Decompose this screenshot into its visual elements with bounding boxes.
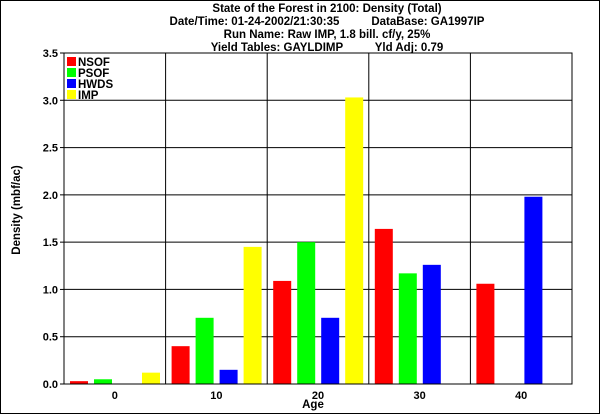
bar-psof-20 (297, 242, 316, 384)
legend-swatch-imp (67, 90, 76, 99)
plot-area (63, 52, 573, 385)
chart-subtitle-datetime: Date/Time: 01-24-2002/21:30:35 DataBase:… (170, 16, 485, 28)
legend-swatch-psof (67, 68, 76, 77)
chart-title: State of the Forest in 2100: Density (To… (212, 3, 441, 15)
legend-label-psof: PSOF (78, 68, 109, 80)
x-tick-label: 10 (210, 390, 222, 402)
chart-subtitle-run-name: Run Name: Raw IMP, 1.8 bill. cf/y, 25% (224, 29, 431, 41)
y-tick-label: 3.5 (43, 48, 58, 60)
bar-nsof-30 (374, 228, 393, 384)
y-tick-label: 2.5 (43, 143, 58, 155)
bar-psof-0 (94, 379, 112, 384)
bar-imp-20 (345, 97, 364, 384)
y-tick-label: 3.0 (43, 95, 58, 107)
bar-nsof-40 (476, 283, 495, 384)
bars (70, 97, 543, 384)
bar-nsof-0 (70, 381, 88, 384)
y-tick-label: 0.0 (43, 379, 58, 391)
x-tick-label: 30 (413, 390, 425, 402)
grid (64, 52, 572, 385)
y-axis-ticks: 0.0 0.5 1.0 1.5 2.0 2.5 3.0 3.5 (43, 48, 64, 391)
bar-nsof-10 (171, 346, 190, 384)
y-tick-label: 0.5 (43, 332, 58, 344)
legend-label-hwds: HWDS (78, 79, 113, 91)
legend-swatch-nsof (67, 57, 76, 66)
bar-psof-10 (195, 317, 214, 384)
bar-hwds-10 (219, 369, 238, 384)
bar-imp-10 (243, 246, 262, 384)
legend-label-nsof: NSOF (78, 57, 110, 69)
bar-hwds-20 (321, 317, 340, 384)
x-tick-label: 0 (112, 390, 118, 402)
bar-nsof-20 (273, 280, 292, 384)
legend-swatch-hwds (67, 79, 76, 88)
bar-imp-0 (142, 372, 160, 384)
x-tick-label: 40 (515, 390, 527, 402)
bar-hwds-30 (422, 264, 441, 384)
y-tick-label: 1.5 (43, 237, 58, 249)
bar-hwds-40 (524, 196, 543, 384)
y-tick-label: 2.0 (43, 190, 58, 202)
chart-subtitle-yield-tables: Yield Tables: GAYLDIMP Yld Adj: 0.79 (211, 42, 444, 54)
bar-psof-30 (398, 273, 417, 384)
x-axis-label: Age (302, 399, 324, 411)
x-tick-label: 20 (312, 390, 324, 402)
legend-label-imp: IMP (78, 90, 99, 102)
x-axis-ticks: 0 10 20 30 40 (112, 390, 528, 402)
y-axis-label: Density (mbf/ac) (11, 165, 23, 255)
y-tick-label: 1.0 (43, 284, 58, 296)
